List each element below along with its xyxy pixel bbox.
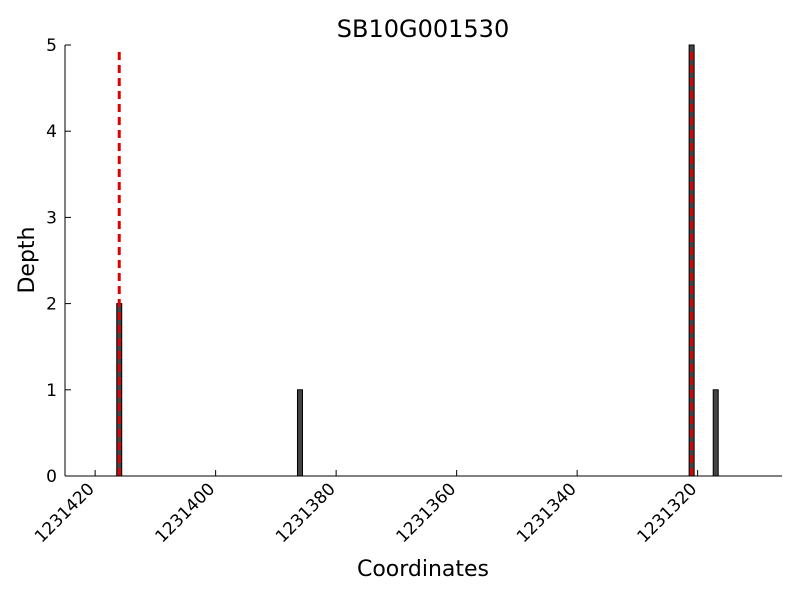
x-tick-label: 1231360 [392,479,460,547]
y-tick-label: 3 [46,208,57,228]
x-axis-label: Coordinates [357,557,489,582]
y-tick-label: 2 [46,295,57,315]
y-tick-label: 1 [46,381,57,401]
y-tick-label: 0 [46,467,57,487]
x-tick-label: 1231420 [31,479,99,547]
y-tick-label: 5 [46,36,57,56]
y-axis-label: Depth [15,226,40,293]
x-tick-label: 1231320 [633,479,701,547]
bar [296,389,303,477]
x-tick-label: 1231400 [151,479,219,547]
x-tick-label: 1231340 [513,479,581,547]
bar [712,389,719,477]
y-tick-label: 4 [46,122,57,142]
chart-title: SB10G001530 [337,15,509,43]
x-tick-label: 1231380 [272,479,340,547]
